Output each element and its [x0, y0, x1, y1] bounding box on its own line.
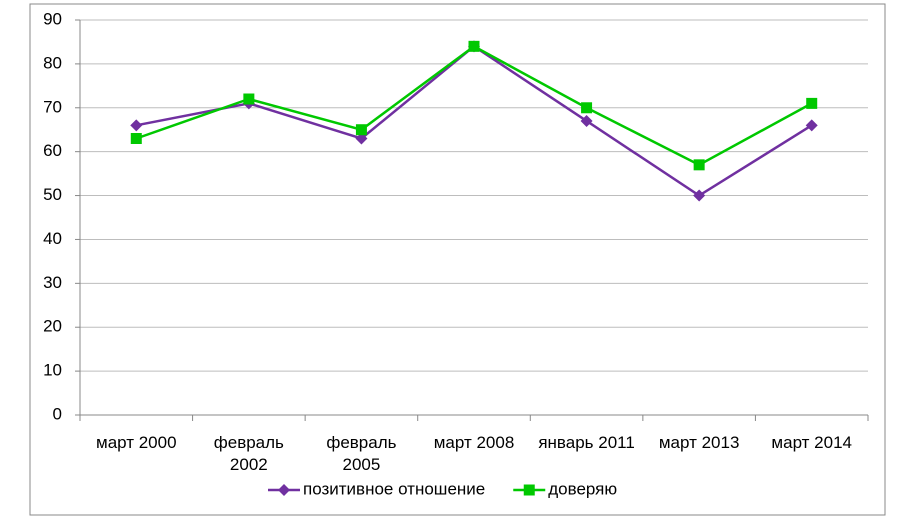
x-tick-label: февраль 2002	[213, 433, 284, 474]
marker	[468, 40, 480, 52]
y-tick-label: 70	[43, 97, 62, 116]
marker	[580, 114, 593, 127]
marker	[130, 133, 142, 144]
marker	[278, 484, 290, 496]
marker	[355, 132, 368, 145]
marker	[355, 124, 367, 136]
series-line	[136, 44, 813, 198]
marker	[523, 484, 535, 496]
marker	[243, 93, 255, 105]
x-tick-label: февраль 2005	[326, 433, 397, 474]
x-tick-label: январь 2011	[538, 433, 635, 452]
y-tick-label: 90	[43, 9, 62, 28]
legend-label: доверяю	[548, 479, 617, 498]
y-tick-label: 50	[43, 185, 62, 204]
y-tick-label: 10	[43, 361, 62, 380]
legend-label: позитивное отношение	[303, 479, 485, 498]
x-tick-label: март 2000	[96, 433, 177, 452]
marker	[693, 189, 706, 202]
y-tick-label: 80	[43, 53, 62, 72]
marker	[130, 119, 143, 132]
marker	[805, 119, 818, 132]
y-tick-label: 30	[43, 273, 62, 292]
x-tick-label: март 2013	[658, 433, 740, 452]
chart-frame	[29, 3, 886, 516]
marker	[806, 97, 818, 109]
y-tick-label: 40	[43, 229, 62, 248]
marker	[581, 102, 593, 114]
y-tick-label: 60	[43, 141, 62, 160]
y-tick-label: 0	[53, 404, 62, 423]
marker	[693, 159, 705, 171]
y-tick-label: 20	[43, 317, 62, 336]
x-tick-label: март 2008	[433, 433, 515, 452]
x-tick-label: март 2014	[771, 433, 852, 452]
